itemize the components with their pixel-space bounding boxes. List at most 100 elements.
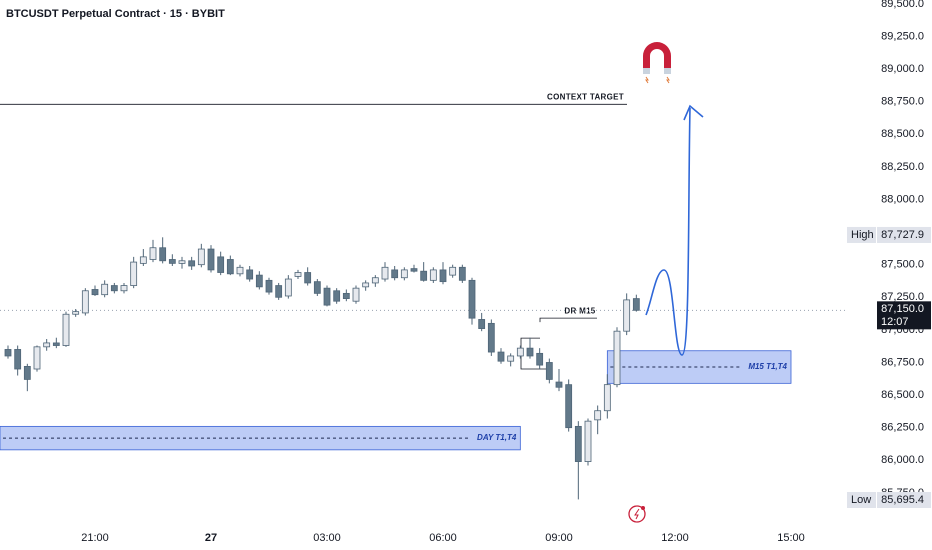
candle-body bbox=[623, 299, 631, 332]
x-tick-label: 12:00 bbox=[661, 532, 689, 544]
candle-body bbox=[178, 260, 186, 264]
y-tick-label: 86,750.0 bbox=[881, 356, 924, 368]
magnet-icon bbox=[643, 42, 671, 84]
candle-body bbox=[594, 410, 602, 421]
y-tick-label: 86,500.0 bbox=[881, 389, 924, 401]
candle-body bbox=[14, 349, 22, 370]
candle-body bbox=[159, 247, 167, 262]
candle-body bbox=[526, 347, 534, 357]
low_label-value: 85,695.4 bbox=[881, 494, 924, 506]
x-tick-label: 03:00 bbox=[313, 532, 341, 544]
low_label-value-bg bbox=[877, 491, 931, 508]
y-tick-label: 89,000.0 bbox=[881, 63, 924, 75]
candle-body bbox=[545, 362, 553, 380]
candle-body bbox=[536, 352, 544, 366]
candle-body bbox=[168, 259, 176, 264]
candle-body bbox=[43, 342, 51, 348]
zone-label: M15 T1,T4 bbox=[748, 362, 787, 371]
candle-body bbox=[420, 270, 428, 281]
high_label-value-bg bbox=[877, 226, 931, 243]
candle-body bbox=[236, 266, 244, 275]
y-tick-label: 88,000.0 bbox=[881, 193, 924, 205]
candle-body bbox=[516, 347, 524, 357]
candle-body bbox=[52, 342, 60, 346]
y-tick-label: 88,250.0 bbox=[881, 161, 924, 173]
high_label-name: High bbox=[851, 229, 874, 241]
candle-body bbox=[574, 425, 582, 462]
dr-bracket bbox=[520, 317, 597, 370]
candle-body bbox=[217, 256, 225, 273]
candle-body bbox=[23, 365, 31, 380]
y-tick-label: 87,500.0 bbox=[881, 259, 924, 271]
candle-body bbox=[468, 279, 476, 319]
candle-body bbox=[584, 420, 592, 462]
candle-body bbox=[4, 349, 12, 357]
candle-body bbox=[497, 351, 505, 362]
y-tick-label: 88,500.0 bbox=[881, 128, 924, 140]
candle-body bbox=[120, 285, 128, 292]
x-tick-label: 09:00 bbox=[545, 532, 573, 544]
y-tick-label: 88,750.0 bbox=[881, 96, 924, 108]
x-tick-label: 21:00 bbox=[81, 532, 109, 544]
candle-body bbox=[439, 269, 447, 283]
candle-body bbox=[352, 287, 360, 302]
candle-body bbox=[207, 248, 215, 271]
candle-body bbox=[62, 313, 70, 346]
candle-body bbox=[458, 266, 466, 281]
chart-title: BTCUSDT Perpetual Contract · 15 · BYBIT bbox=[6, 8, 225, 20]
last-price-countdown: 12:07 bbox=[881, 316, 909, 328]
candle-body bbox=[565, 384, 573, 429]
low_label-name: Low bbox=[851, 494, 871, 506]
candle-body bbox=[246, 269, 254, 280]
candle-body bbox=[255, 274, 263, 288]
y-tick-label: 86,000.0 bbox=[881, 454, 924, 466]
candle-body bbox=[381, 266, 389, 280]
candle-body bbox=[507, 355, 515, 362]
candle-body bbox=[613, 330, 621, 386]
zone-label: DAY T1,T4 bbox=[477, 433, 517, 442]
candle-body bbox=[81, 290, 89, 314]
candle-body bbox=[410, 268, 418, 272]
last-price-bg bbox=[877, 301, 931, 330]
context-target-label: CONTEXT TARGET bbox=[547, 92, 624, 101]
y-tick-label: 86,250.0 bbox=[881, 422, 924, 434]
candle-body bbox=[139, 256, 147, 264]
candle-body bbox=[603, 384, 611, 412]
candle-body bbox=[400, 269, 408, 279]
candle-body bbox=[33, 346, 41, 370]
candle-body bbox=[391, 269, 399, 279]
candle-body bbox=[304, 272, 312, 284]
candle-body bbox=[342, 292, 350, 299]
candle-body bbox=[333, 290, 341, 302]
candle-body bbox=[429, 269, 437, 281]
x-tick-label: 27 bbox=[205, 532, 217, 544]
alert-icon bbox=[628, 505, 646, 523]
candle-body bbox=[487, 322, 495, 353]
candle-body bbox=[555, 381, 563, 388]
candle-body bbox=[284, 278, 292, 297]
candle-body bbox=[265, 279, 273, 293]
x-tick-label: 15:00 bbox=[777, 532, 805, 544]
last-price-value: 87,150.0 bbox=[881, 303, 924, 315]
candle-body bbox=[72, 311, 80, 315]
x-tick-label: 06:00 bbox=[429, 532, 457, 544]
candle-body bbox=[323, 287, 331, 306]
candle-body bbox=[91, 289, 99, 296]
candle-body bbox=[149, 247, 157, 260]
candle-body bbox=[371, 277, 379, 284]
candle-body bbox=[130, 261, 138, 286]
candle-body bbox=[362, 282, 370, 288]
zone bbox=[0, 425, 521, 451]
candle-body bbox=[188, 260, 196, 267]
y-tick-label: 89,500.0 bbox=[881, 0, 924, 10]
dr-label: DR M15 bbox=[564, 306, 595, 315]
candle-body bbox=[449, 266, 457, 276]
y-tick-label: 87,250.0 bbox=[881, 291, 924, 303]
high_label-name-bg bbox=[847, 226, 876, 243]
candle-body bbox=[226, 259, 234, 275]
y-tick-label: 89,250.0 bbox=[881, 30, 924, 42]
high_label-value: 87,727.9 bbox=[881, 229, 924, 241]
candle-body bbox=[478, 319, 486, 329]
arrow-head bbox=[683, 104, 704, 121]
